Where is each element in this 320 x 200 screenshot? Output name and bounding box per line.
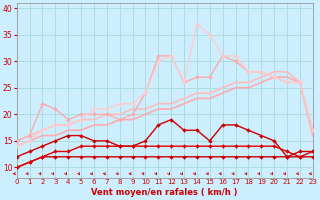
- X-axis label: Vent moyen/en rafales ( km/h ): Vent moyen/en rafales ( km/h ): [92, 188, 238, 197]
